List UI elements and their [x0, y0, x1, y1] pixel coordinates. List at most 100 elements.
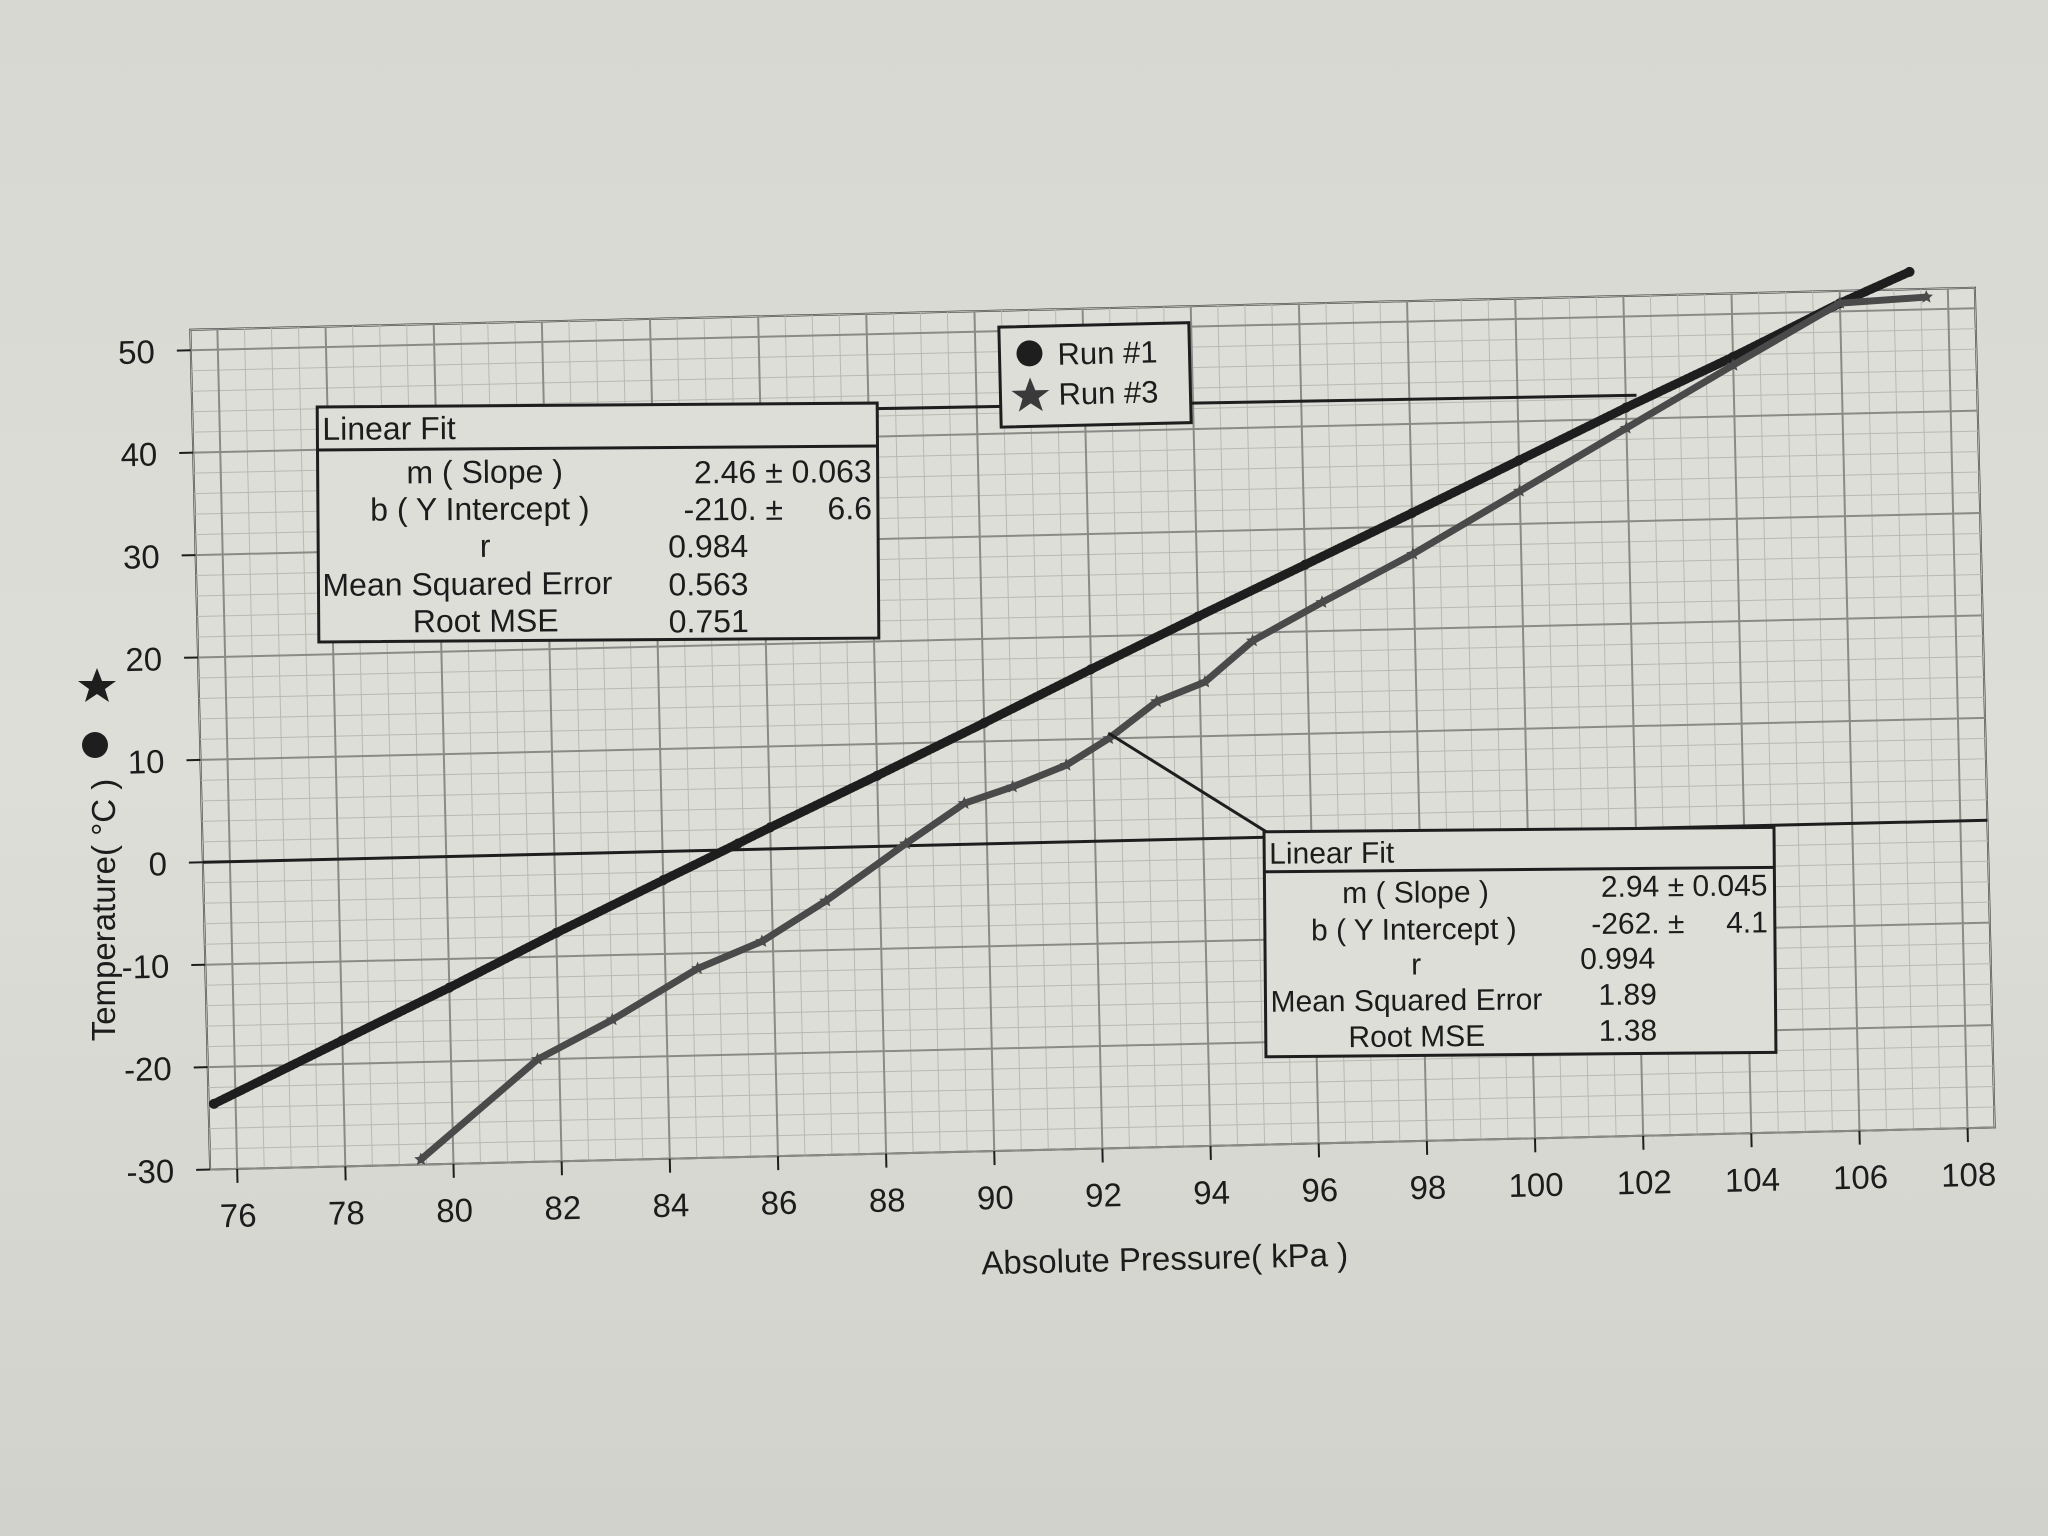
x-tick-label: 84 [652, 1186, 690, 1224]
x-tick-label: 100 [1508, 1166, 1564, 1204]
y-tick-label: 40 [120, 436, 158, 474]
fit-run3-r-value: 0.994 [1580, 942, 1655, 976]
minor-gridline-x [1974, 287, 1996, 1128]
minor-gridline-x [1893, 289, 1915, 1130]
minor-gridline-x [1866, 290, 1887, 1131]
major-gridline-y [200, 716, 1986, 761]
run3-point [755, 934, 769, 948]
run3-point [691, 961, 705, 975]
fit-run3-mse-label: Mean Squared Error [1270, 983, 1542, 1018]
fit-run1-rmse-value: 0.751 [669, 603, 749, 640]
run1-axis-marker [82, 732, 108, 758]
run3-point [957, 796, 971, 810]
x-tick-label: 90 [977, 1179, 1015, 1217]
run1-line [209, 267, 1915, 1109]
minor-gridline-x [1136, 307, 1157, 1148]
fit-leader-lines [870, 393, 1637, 834]
x-tick-label: 106 [1833, 1158, 1889, 1196]
major-gridline-x [973, 311, 996, 1152]
run3-point [1198, 674, 1212, 688]
fit-run1-intercept-label: b ( Y Intercept ) [370, 490, 590, 528]
y-tick-label: 50 [118, 333, 156, 371]
minor-gridline-x [270, 327, 292, 1168]
y-tick-label: -20 [124, 1050, 173, 1088]
y-tick-label: -30 [126, 1152, 175, 1190]
minor-gridline-x [919, 312, 941, 1153]
minor-gridline-x [297, 327, 319, 1167]
fit-run1-rmse-label: Root MSE [413, 602, 559, 639]
y-axis-ticks: 50 40 30 20 10 0 -10 -20 -30 [118, 333, 211, 1190]
minor-gridline-x [1055, 309, 1076, 1150]
major-gridline-y [198, 614, 1983, 659]
series-run1 [208, 266, 1915, 1109]
minor-gridline-x [1028, 310, 1049, 1150]
fit-box-run1-divider [317, 444, 878, 452]
series-run3 [414, 290, 1933, 1166]
legend-run1-marker [1016, 340, 1043, 367]
major-gridline-x [216, 329, 239, 1169]
minor-gridline-x [1163, 306, 1184, 1147]
minor-gridline-x [243, 328, 265, 1169]
y-axis-series-markers [78, 668, 116, 758]
major-gridline-x [1189, 306, 1212, 1146]
x-tick-label: 104 [1724, 1161, 1780, 1199]
run1-point [1086, 664, 1097, 675]
fit-run3-mse-value: 1.89 [1598, 978, 1657, 1012]
fit-run1-mse-label: Mean Squared Error [322, 565, 613, 603]
fit-run3-rmse-value: 1.38 [1599, 1014, 1658, 1048]
run1-point [208, 1098, 219, 1109]
run1-point [658, 875, 669, 886]
run1-point [1620, 402, 1631, 413]
fit-box-run3-frame [1262, 825, 1778, 1059]
run1-point [1300, 559, 1311, 570]
run1-point [1514, 455, 1525, 466]
run3-point [1150, 694, 1164, 708]
run3-point [605, 1012, 619, 1026]
run3-point [1726, 358, 1740, 371]
x-tick-label: 78 [328, 1194, 366, 1232]
major-gridline-x [1838, 290, 1861, 1131]
legend-box [997, 321, 1193, 429]
run3-point [1406, 547, 1420, 560]
fit-box-run3-divider [1264, 865, 1775, 874]
y-axis-title: Temperature( °C ) [85, 779, 122, 1042]
run1-point [733, 838, 744, 849]
minor-gridline-x [892, 313, 914, 1153]
fit-run3-intercept-value: -262. ± 4.1 [1591, 906, 1768, 941]
run1-point [551, 927, 562, 938]
fit-run1-leader [870, 393, 1637, 411]
run3-point [1005, 779, 1020, 793]
legend-run3-marker [1011, 377, 1050, 412]
minor-gridline-x [1785, 292, 1806, 1132]
y-tick-label: 0 [148, 845, 167, 882]
y-tick-label: -10 [121, 948, 170, 986]
fit-run1-slope-value: 2.46 ± 0.063 [694, 453, 872, 490]
fit-run1-mse-value: 0.563 [668, 566, 748, 603]
run1-point [1193, 611, 1204, 622]
fit-run3-slope-value: 2.94 ± 0.045 [1601, 869, 1768, 903]
fit-run3-slope-label: m ( Slope ) [1342, 876, 1489, 910]
x-tick-label: 88 [868, 1181, 906, 1219]
run3-point [1919, 290, 1933, 303]
x-tick-label: 82 [544, 1189, 582, 1227]
run3-point [819, 893, 833, 907]
run3-point [1315, 595, 1329, 609]
run1-point [337, 1035, 348, 1046]
legend-run3-label: Run #3 [1058, 374, 1159, 411]
x-tick-label: 102 [1616, 1163, 1672, 1201]
run1-point [1407, 508, 1418, 519]
y-axis-title-group: Temperature( °C ) [78, 668, 122, 1041]
run3-point [414, 1152, 428, 1166]
minor-gridline-x [1217, 305, 1239, 1146]
fit-run1-r-label: r [480, 528, 491, 564]
minor-gridline-x [1812, 291, 1833, 1132]
run1-point [765, 822, 776, 833]
major-gridline-x [1081, 308, 1104, 1149]
fit-run3-leader [1108, 732, 1269, 834]
x-tick-label: 92 [1085, 1176, 1123, 1214]
fit-run3-r-label: r [1411, 948, 1421, 981]
fit-run1-r-value: 0.984 [668, 528, 748, 565]
fit-box-run1-frame [315, 401, 881, 644]
x-axis-ticks: 76 78 80 82 84 86 88 90 92 94 96 98 100 102 104 106 108 [219, 1128, 1997, 1234]
